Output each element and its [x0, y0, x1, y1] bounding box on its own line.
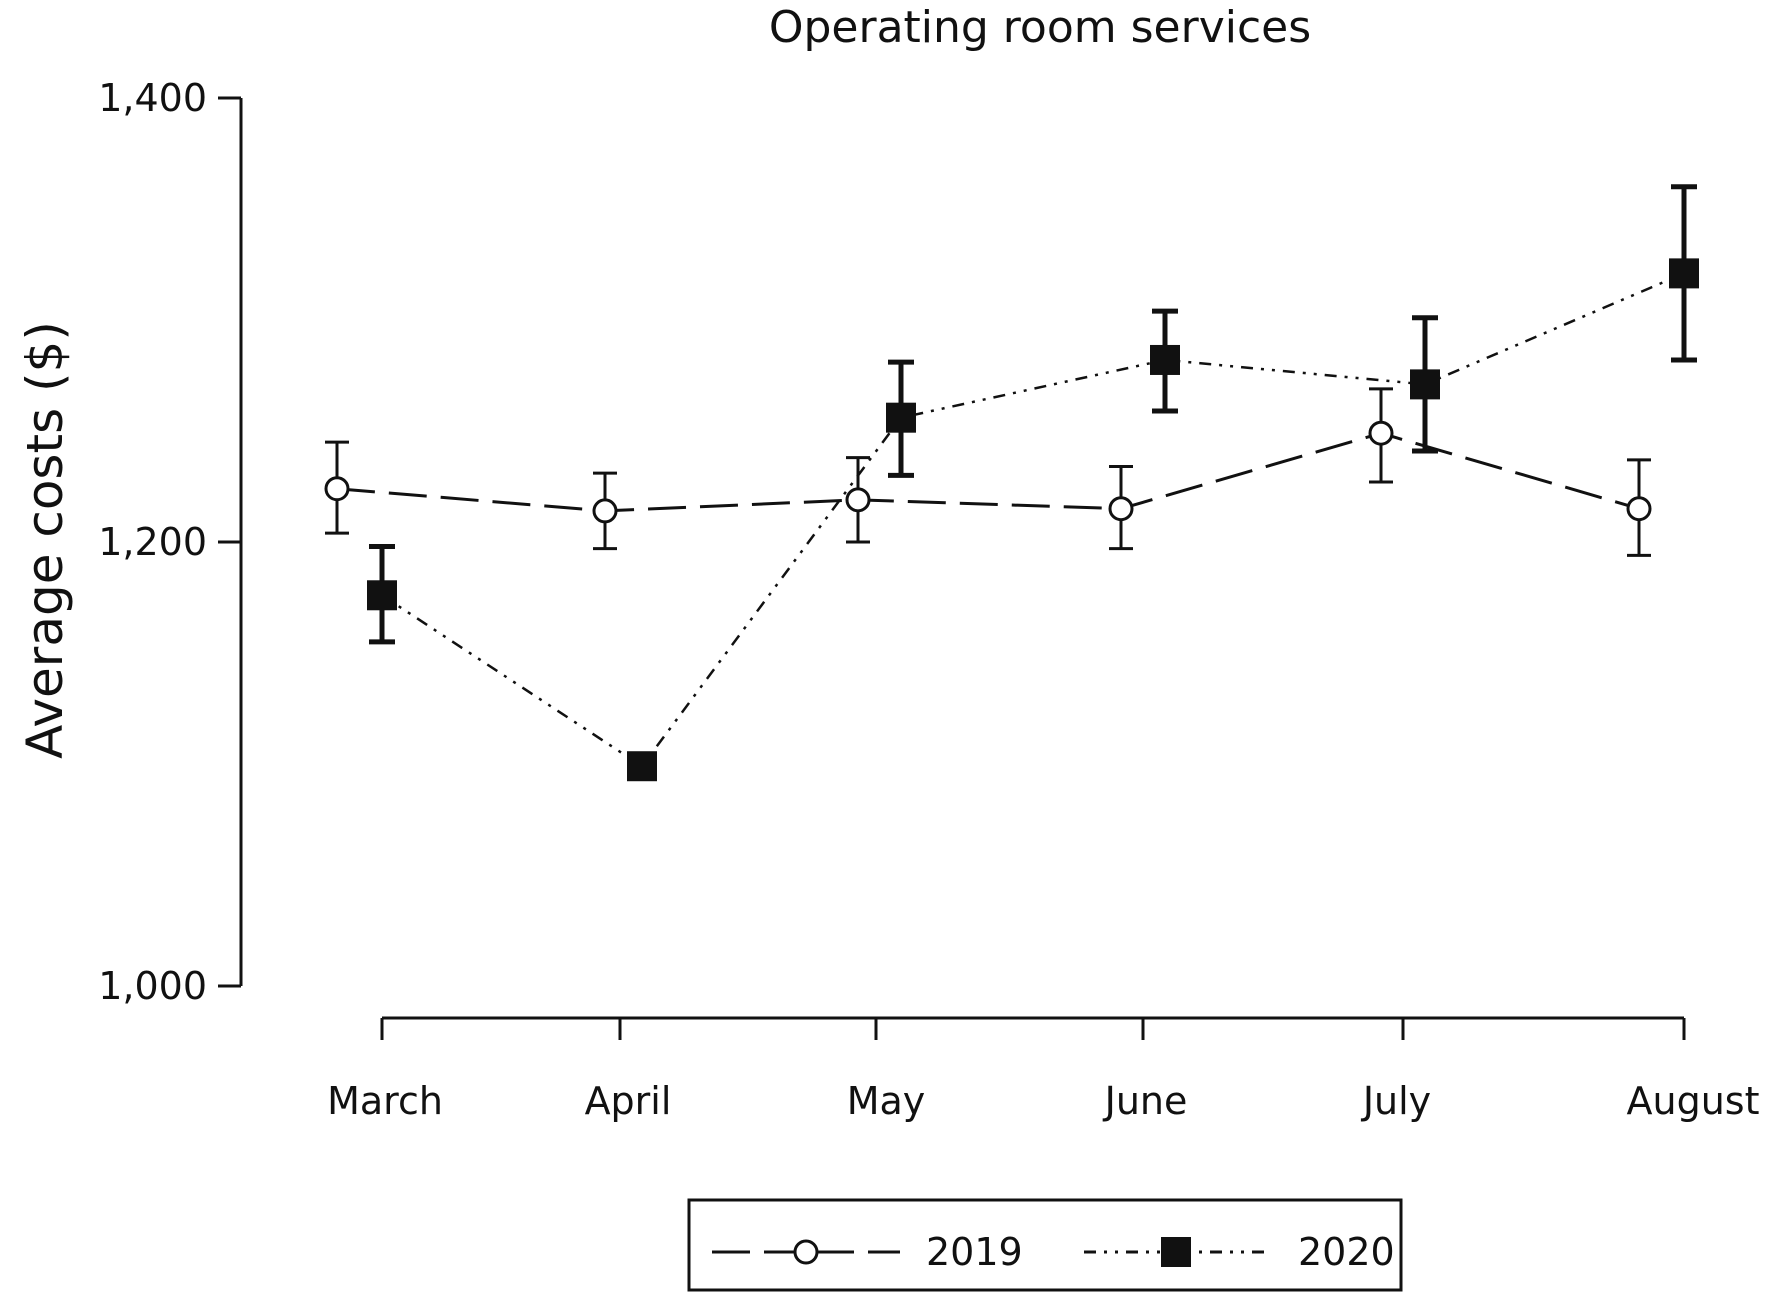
y-axis-ticks: 1,000 1,200 1,400	[98, 76, 241, 1008]
legend-box	[687, 1198, 1403, 1292]
series-2020	[367, 184, 1699, 782]
series-2019	[324, 387, 1652, 557]
x-axis-ticks: March April May June July August	[327, 1018, 1759, 1123]
data-point	[1410, 369, 1440, 400]
data-point	[1669, 258, 1699, 289]
legend-marker	[793, 1239, 819, 1265]
plot-series	[324, 184, 1699, 782]
data-point	[592, 498, 618, 524]
y-axis-label: Average costs ($)	[16, 321, 74, 759]
series-line	[381, 272, 1685, 768]
y-tick-label: 1,000	[98, 964, 207, 1008]
x-tick-label: June	[1103, 1079, 1188, 1123]
y-tick-label: 1,400	[98, 76, 207, 120]
legend-marker	[1161, 1237, 1191, 1267]
series-line	[336, 431, 1640, 513]
data-point	[845, 487, 871, 513]
data-point	[1108, 496, 1134, 522]
data-point	[1150, 344, 1180, 375]
chart-title: Operating room services	[769, 2, 1311, 53]
x-tick-label: May	[847, 1079, 926, 1123]
x-tick-label: April	[585, 1079, 672, 1123]
legend-label: 2019	[926, 1230, 1023, 1274]
data-point	[1368, 420, 1394, 446]
x-tick-label: March	[327, 1079, 443, 1123]
x-tick-label: August	[1627, 1079, 1760, 1123]
legend-label: 2020	[1298, 1230, 1395, 1274]
data-point	[367, 580, 397, 611]
data-point	[324, 476, 350, 502]
legend-item-2019: 2019	[712, 1230, 1023, 1274]
data-point	[886, 402, 916, 433]
data-point	[1626, 496, 1652, 522]
x-tick-label: July	[1361, 1079, 1431, 1123]
data-point	[627, 751, 657, 782]
legend-item-2020: 2020	[1084, 1230, 1395, 1274]
y-tick-label: 1,200	[98, 520, 207, 564]
legend: 2019 2020	[687, 1198, 1403, 1292]
